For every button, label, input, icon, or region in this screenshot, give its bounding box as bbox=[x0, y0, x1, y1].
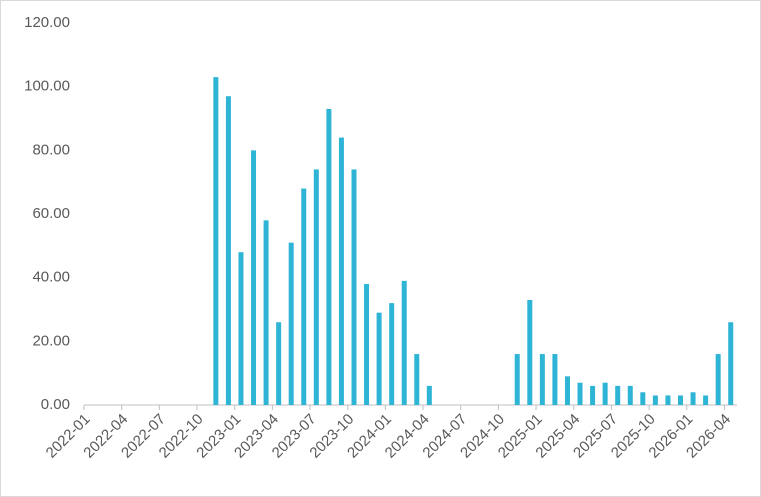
bar bbox=[715, 354, 721, 405]
bar bbox=[276, 322, 282, 405]
bar bbox=[225, 96, 231, 405]
bar bbox=[263, 220, 269, 405]
y-tick-label: 0.00 bbox=[41, 396, 70, 413]
bar bbox=[251, 150, 257, 405]
bar bbox=[728, 322, 734, 405]
bar bbox=[514, 354, 520, 405]
bar bbox=[527, 299, 533, 405]
bar bbox=[552, 354, 558, 405]
y-tick-label: 40.00 bbox=[32, 269, 70, 286]
bar bbox=[414, 354, 420, 405]
y-tick-label: 60.00 bbox=[32, 205, 70, 222]
bar bbox=[539, 354, 545, 405]
bar bbox=[288, 242, 294, 405]
bar bbox=[401, 280, 407, 405]
bar bbox=[389, 303, 395, 405]
bar bbox=[338, 137, 344, 405]
bar bbox=[627, 385, 633, 405]
bar bbox=[213, 77, 219, 405]
bar bbox=[615, 385, 621, 405]
bar bbox=[590, 385, 596, 405]
y-tick-label: 120.00 bbox=[24, 14, 70, 31]
bar bbox=[652, 395, 658, 405]
bar bbox=[426, 385, 432, 405]
bar bbox=[364, 284, 370, 405]
bar bbox=[376, 312, 382, 405]
bar bbox=[577, 382, 583, 405]
bar bbox=[326, 108, 332, 405]
bar bbox=[677, 395, 683, 405]
y-tick-label: 20.00 bbox=[32, 332, 70, 349]
bar bbox=[665, 395, 671, 405]
y-tick-label: 80.00 bbox=[32, 141, 70, 158]
bar bbox=[238, 252, 244, 405]
bar bbox=[313, 169, 319, 405]
y-tick-label: 100.00 bbox=[24, 78, 70, 95]
bar bbox=[602, 382, 608, 405]
bar bbox=[690, 392, 696, 405]
bar bbox=[564, 376, 570, 405]
bar bbox=[351, 169, 357, 405]
bar bbox=[301, 188, 307, 405]
bar bbox=[703, 395, 709, 405]
bar bbox=[640, 392, 646, 405]
